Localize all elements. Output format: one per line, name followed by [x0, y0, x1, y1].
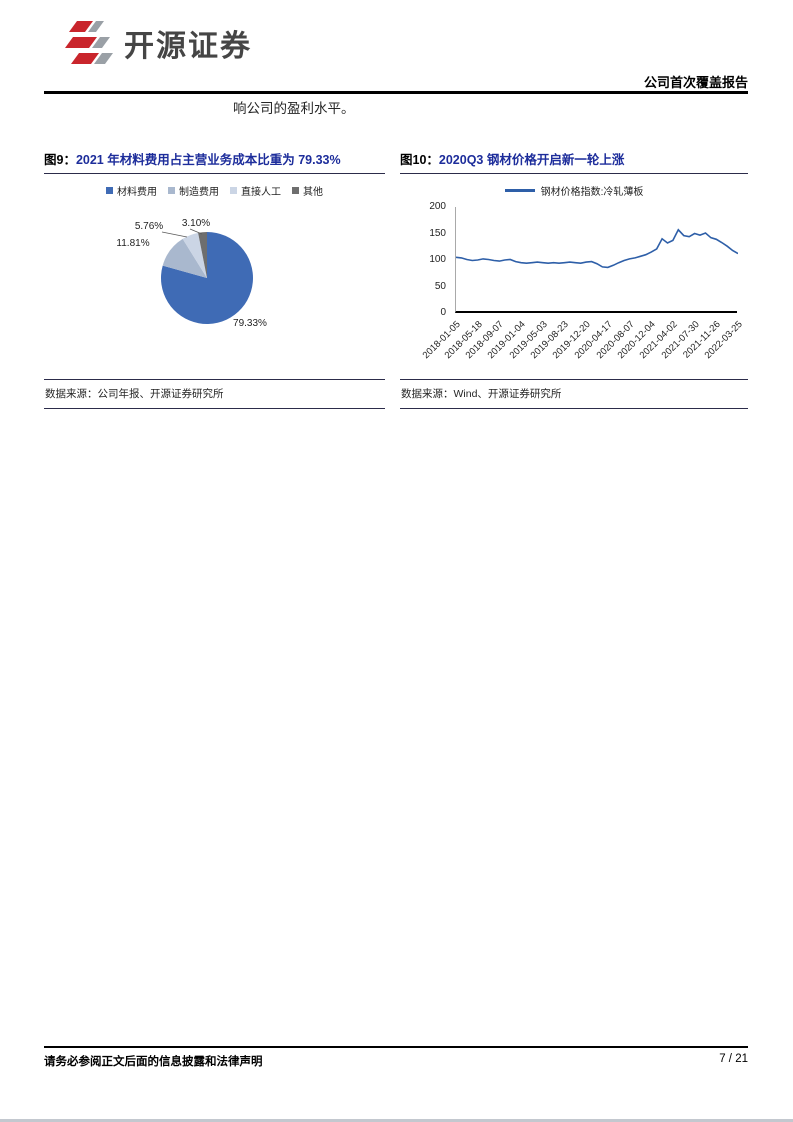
- pie-svg: 79.33% 11.81% 5.76% 3.10%: [116, 218, 267, 329]
- legend-swatch-icon: [168, 187, 175, 194]
- figure-10-heading: 2020Q3 钢材价格开启新一轮上涨: [438, 153, 625, 167]
- page-number: 7 / 21: [719, 1053, 748, 1065]
- line-yaxis: 200 150 100 50 0: [400, 201, 446, 318]
- y-tick-label: 150: [429, 227, 446, 239]
- brand-logo-icon: [65, 21, 113, 64]
- report-type-label: 公司首次覆盖报告: [643, 75, 748, 90]
- y-tick-label: 50: [434, 280, 446, 292]
- legend-swatch-icon: [230, 187, 237, 194]
- figure-10: 图10： 2020Q3 钢材价格开启新一轮上涨 钢材价格指数:冷轧薄板 200 1…: [400, 146, 748, 409]
- line-xaxis: 2018-01-05 2018-05-18 2018-09-07 2019-01-04…: [421, 319, 745, 377]
- brand-name: 开源证券: [124, 30, 252, 63]
- figure-9: 图9： 2021 年材料费用占主营业务成本比重为 79.33% 材料费用 制造费用…: [44, 146, 385, 409]
- pie-label-material: 79.33%: [233, 318, 267, 329]
- y-tick-label: 200: [429, 201, 446, 212]
- figure-9-chart: 材料费用 制造费用 直接人工 其他 79.33% 11.81% 5.76% 3.10%: [44, 174, 385, 380]
- leader-line-direct-labor: [161, 231, 188, 238]
- line-plot: [455, 207, 738, 313]
- legend-label: 直接人工: [241, 187, 281, 198]
- pie-slice-1: [162, 238, 207, 278]
- pie-label-other: 3.10%: [182, 218, 210, 229]
- paragraph-text: 响公司的盈利水平。: [233, 101, 355, 116]
- line-series: [456, 228, 738, 269]
- pie-legend-item: 制造费用: [168, 183, 219, 198]
- footer-divider: [44, 1046, 748, 1048]
- leader-line-other: [189, 228, 203, 235]
- line-svg: [456, 228, 738, 269]
- pie-chart: 79.33% 11.81% 5.76% 3.10%: [44, 204, 385, 379]
- figure-10-title: 图10： 2020Q3 钢材价格开启新一轮上涨: [400, 146, 748, 174]
- figure-9-title: 图9： 2021 年材料费用占主营业务成本比重为 79.33%: [44, 146, 385, 174]
- pie-legend-item: 其他: [292, 183, 323, 198]
- pie-slice-3: [198, 232, 207, 278]
- line-legend-label: 钢材价格指数:冷轧薄板: [540, 187, 644, 198]
- footer-disclaimer: 请务必参阅正文后面的信息披露和法律声明: [44, 1056, 263, 1068]
- legend-label: 其他: [303, 187, 323, 198]
- brand-logo: 开源证券: [63, 20, 252, 66]
- legend-swatch-icon: [292, 187, 299, 194]
- figures-row: 图9： 2021 年材料费用占主营业务成本比重为 79.33% 材料费用 制造费用…: [44, 146, 748, 409]
- pie-label-manufacturing: 11.81%: [116, 238, 149, 249]
- figure-10-number: 图10：: [400, 153, 439, 167]
- pie-legend-item: 直接人工: [230, 183, 281, 198]
- figure-9-number: 图9：: [44, 153, 76, 167]
- line-chart: 200 150 100 50 0 2018-01-05 2018-05-18 2018-09…: [400, 201, 748, 379]
- pie-legend-item: 材料费用: [106, 183, 157, 198]
- pie-slice-0: [160, 232, 253, 324]
- line-legend-sample: [504, 189, 535, 192]
- pie-legend: 材料费用 制造费用 直接人工 其他: [44, 174, 385, 198]
- y-tick-label: 0: [440, 307, 446, 318]
- figure-9-source: 数据来源：公司年报、开源证券研究所: [44, 380, 385, 409]
- header-divider: [44, 91, 748, 94]
- page-bottom-edge: [0, 1119, 793, 1122]
- line-legend: 钢材价格指数:冷轧薄板: [400, 174, 748, 198]
- figure-10-source: 数据来源：Wind、开源证券研究所: [400, 380, 748, 409]
- pie-slice-2: [182, 232, 207, 278]
- pie-slices: [160, 232, 253, 324]
- legend-swatch-icon: [106, 187, 113, 194]
- legend-label: 制造费用: [179, 187, 219, 198]
- y-tick-label: 100: [429, 254, 446, 265]
- figure-9-heading: 2021 年材料费用占主营业务成本比重为 79.33%: [75, 153, 341, 167]
- figure-10-chart: 钢材价格指数:冷轧薄板 200 150 100 50 0 2018-01-05 2018-…: [400, 174, 748, 380]
- pie-label-direct-labor: 5.76%: [135, 221, 163, 232]
- legend-label: 材料费用: [117, 187, 157, 198]
